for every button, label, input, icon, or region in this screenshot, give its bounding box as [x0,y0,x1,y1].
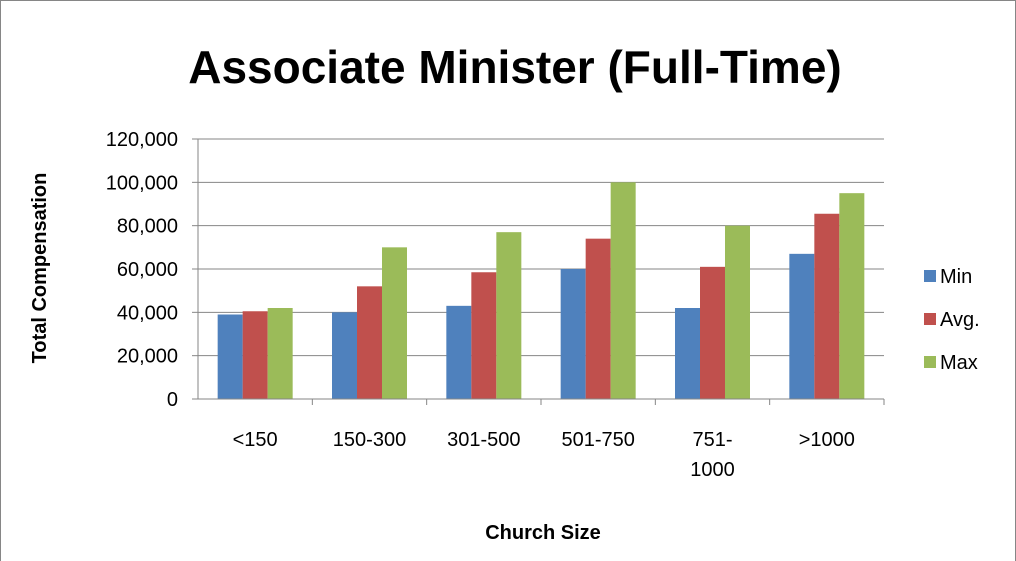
bar-avg [242,311,268,399]
y-tick-label: 100,000 [106,172,178,194]
bar-min [789,253,815,399]
bar-max [725,225,750,399]
x-tick-label: 751-1000 [690,429,735,481]
bar-min [217,314,243,399]
bar-max [496,232,522,399]
y-tick-label: 120,000 [106,129,178,151]
axes: 0 20,000 40,000 60,000 80,000 100,000 120,000 <… [106,129,885,481]
bar-avg [357,286,382,399]
gridlines [198,138,884,357]
legend-label: Avg. [940,309,980,331]
bar-min [560,269,586,399]
x-axis-title: Church Size [485,522,601,544]
y-axis-title: Total Compensation [29,173,51,364]
legend-swatch [924,270,936,282]
bar-avg [700,266,725,399]
y-tick-label: 20,000 [117,346,178,368]
bar-max [839,193,865,399]
legend-swatch [924,313,936,325]
chart-title: Associate Minister (Full-Time) [188,41,842,93]
legend: Min Avg. Max [924,266,980,374]
bar-max [267,308,293,399]
bar-avg [585,238,611,399]
legend-label: Max [940,352,978,374]
y-tick-label: 80,000 [117,216,178,238]
bar-max [610,182,636,399]
bar-min [675,308,700,399]
bar-avg [471,272,497,399]
x-tick-label: 501-750 [561,429,634,451]
x-tick-label: 150-300 [333,429,406,451]
bars [217,182,865,399]
legend-swatch [924,356,936,368]
legend-label: Min [940,266,972,288]
bar-max [382,247,407,399]
x-tick-label: >1000 [799,429,855,451]
x-tick-label: <150 [233,429,278,451]
bar-min [446,305,472,399]
y-tick-label: 40,000 [117,302,178,324]
bar-min [332,312,357,399]
x-tick-label: 301-500 [447,429,520,451]
y-tick-label: 0 [167,389,178,411]
y-tick-label: 60,000 [117,259,178,281]
bar-avg [814,213,840,399]
